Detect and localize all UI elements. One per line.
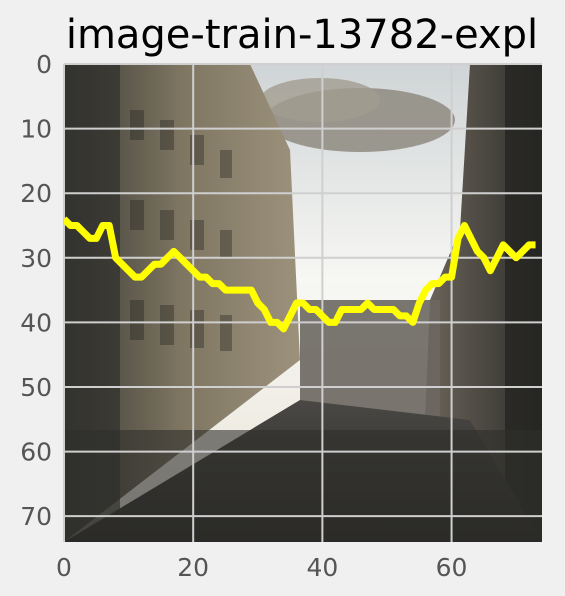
y-tick-label: 40 <box>20 308 52 337</box>
y-tick-label: 10 <box>20 115 52 144</box>
x-tick-label: 20 <box>177 553 209 582</box>
y-tick-label: 30 <box>20 244 52 273</box>
y-tick-label: 70 <box>20 502 52 531</box>
overlay-line <box>64 216 536 333</box>
image-area <box>64 64 542 542</box>
y-tick-labels: 0 10 20 30 40 50 60 70 <box>20 50 52 531</box>
y-tick-label: 50 <box>20 373 52 402</box>
x-tick-label: 0 <box>56 553 72 582</box>
y-tick-label: 20 <box>20 179 52 208</box>
chart-title: image-train-13782-expl <box>66 12 538 58</box>
grid-lines <box>63 63 542 542</box>
x-tick-labels: 0 20 40 60 <box>56 553 467 582</box>
y-tick-label: 60 <box>20 438 52 467</box>
x-tick-label: 40 <box>306 553 338 582</box>
x-tick-label: 60 <box>436 553 468 582</box>
y-tick-label: 0 <box>36 50 52 79</box>
